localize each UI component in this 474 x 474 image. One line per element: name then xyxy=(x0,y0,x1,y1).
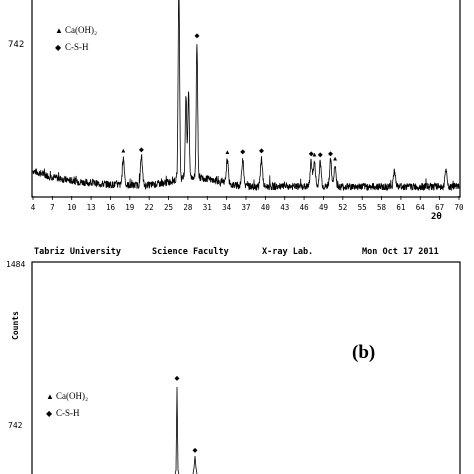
x-tick-label: 25 xyxy=(164,203,173,212)
panel-a-peak-markers: ▲ ◆◆▲ ◆ ◆ ◆▲ ◆ ◆▲ xyxy=(120,33,338,163)
panel-a-x-axis-label: 2θ xyxy=(431,212,442,222)
legend-b-csh-label: C-S-H xyxy=(56,408,80,418)
csh-peak-marker: ◆ xyxy=(193,447,198,454)
csh-peak-marker: ◆ xyxy=(259,148,264,155)
x-tick-label: 61 xyxy=(396,203,405,212)
x-tick-label: 37 xyxy=(241,203,250,212)
x-tick-label: 10 xyxy=(67,203,77,212)
x-tick-label: 58 xyxy=(377,203,387,212)
x-tick-label: 22 xyxy=(145,203,154,212)
panel-a-legend: ▲ Ca(OH)₂ ◆ C-S-H xyxy=(55,25,97,52)
legend-b-ca-oh2-symbol: ▲ xyxy=(46,392,54,401)
legend-b-csh-symbol: ◆ xyxy=(46,409,53,418)
csh-peak-marker: ◆ xyxy=(194,33,199,40)
panel-b-y-tick-mid: 742 xyxy=(8,421,23,430)
legend-b-ca-oh2-label: Ca(OH)₂ xyxy=(56,391,88,401)
panel-a-x-axis: 4 7 10 13 16 19 22 25 28 31 34 37 40 43 46 49 52 55 58 61 64… xyxy=(31,196,464,212)
legend-ca-oh2-label: Ca(OH)₂ xyxy=(65,25,97,35)
x-tick-label: 43 xyxy=(280,203,289,212)
panel-b-legend: ▲ Ca(OH)₂ ◆ C-S-H xyxy=(46,391,88,418)
x-tick-label: 13 xyxy=(87,203,96,212)
legend-csh-label: C-S-H xyxy=(65,42,89,52)
x-tick-label: 4 xyxy=(31,203,36,212)
x-tick-label: 46 xyxy=(300,203,310,212)
header-faculty: Science Faculty xyxy=(152,246,229,257)
panel-b-label: (b) xyxy=(352,342,375,363)
x-tick-label: 49 xyxy=(319,203,328,212)
legend-ca-oh2-symbol: ▲ xyxy=(55,26,63,35)
panel-b-y-axis-label: Counts xyxy=(11,311,20,340)
panel-a-y-tick-label: 742 xyxy=(8,40,24,50)
x-tick-label: 64 xyxy=(416,203,426,212)
x-tick-label: 70 xyxy=(454,203,464,212)
panel-b-trace-peak-2 xyxy=(192,455,198,474)
x-tick-label: 19 xyxy=(125,203,134,212)
panel-b-header: Tabriz University Science Faculty X-ray … xyxy=(34,246,439,257)
panel-b: Tabriz University Science Faculty X-ray … xyxy=(6,246,461,474)
panel-b-y-tick-top: 1484 xyxy=(6,260,25,269)
csh-peak-marker: ◆ xyxy=(139,146,144,153)
ca-oh2-peak-marker: ▲ xyxy=(120,147,126,154)
x-tick-label: 28 xyxy=(183,203,193,212)
ca-oh2-peak-marker: ▲ xyxy=(224,149,230,156)
panel-a-diffraction-trace xyxy=(32,0,460,192)
csh-peak-marker: ◆ xyxy=(309,150,314,157)
header-institution: Tabriz University xyxy=(34,246,121,257)
x-tick-label: 34 xyxy=(222,203,232,212)
panel-a: 4 7 10 13 16 19 22 25 28 31 34 37 40 43 46 49 52 55 58 61 64… xyxy=(8,0,464,222)
x-tick-label: 55 xyxy=(358,203,367,212)
x-tick-label: 31 xyxy=(203,203,212,212)
legend-csh-symbol: ◆ xyxy=(55,43,62,52)
x-tick-label: 52 xyxy=(338,203,347,212)
csh-peak-marker: ◆ xyxy=(318,152,323,159)
panel-b-trace-peak-1 xyxy=(174,386,180,474)
x-tick-label: 16 xyxy=(106,203,116,212)
x-tick-label: 67 xyxy=(435,203,444,212)
csh-peak-marker: ◆ xyxy=(328,150,333,157)
x-tick-label: 7 xyxy=(50,203,55,212)
header-date: Mon Oct 17 2011 xyxy=(362,247,439,257)
header-lab: X-ray Lab. xyxy=(262,247,313,257)
panel-b-frame xyxy=(31,261,461,474)
x-tick-label: 40 xyxy=(261,203,271,212)
csh-peak-marker: ◆ xyxy=(240,148,245,155)
csh-peak-marker: ◆ xyxy=(175,375,180,382)
ca-oh2-peak-marker: ▲ xyxy=(311,152,317,159)
panel-b-peak-markers: ◆◆ xyxy=(175,375,198,454)
ca-oh2-peak-marker: ▲ xyxy=(332,156,338,163)
